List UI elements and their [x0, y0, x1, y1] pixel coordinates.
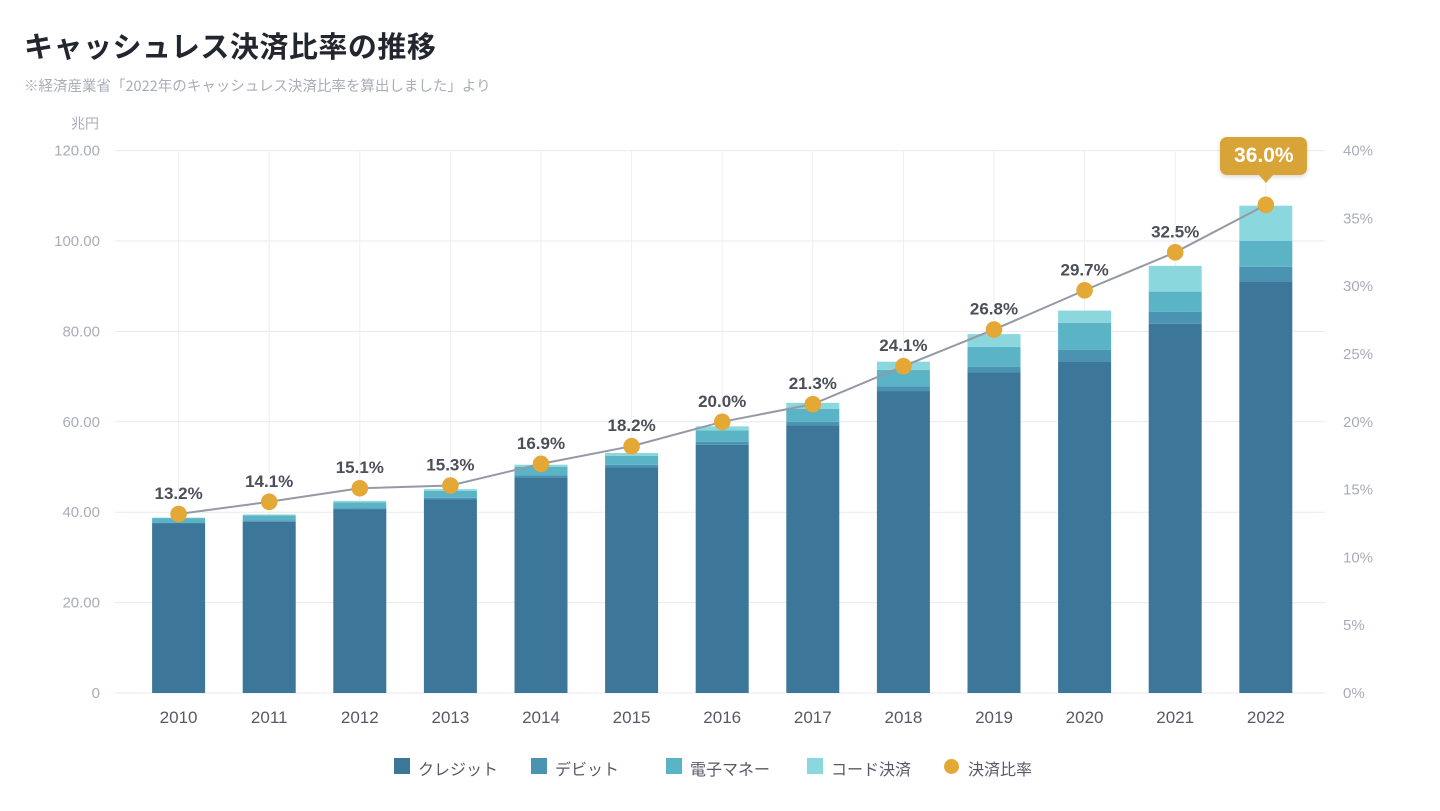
svg-text:16.9%: 16.9%: [517, 434, 565, 453]
svg-text:2015: 2015: [613, 708, 651, 727]
svg-text:2014: 2014: [522, 708, 560, 727]
svg-text:120.00: 120.00: [54, 143, 100, 160]
svg-text:18.2%: 18.2%: [607, 416, 655, 435]
svg-text:35%: 35%: [1343, 210, 1373, 227]
svg-text:100.00: 100.00: [54, 233, 100, 250]
svg-text:40.00: 40.00: [62, 504, 100, 521]
svg-text:2020: 2020: [1066, 708, 1104, 727]
svg-text:2019: 2019: [975, 708, 1013, 727]
svg-text:13.2%: 13.2%: [154, 484, 202, 503]
svg-text:2017: 2017: [794, 708, 832, 727]
svg-text:20.00: 20.00: [62, 595, 100, 612]
svg-text:2010: 2010: [160, 708, 198, 727]
svg-text:0: 0: [92, 685, 100, 702]
svg-text:15.3%: 15.3%: [426, 456, 474, 475]
svg-text:10%: 10%: [1343, 549, 1373, 566]
svg-text:24.1%: 24.1%: [879, 336, 927, 355]
svg-text:5%: 5%: [1343, 617, 1365, 634]
svg-text:2013: 2013: [431, 708, 469, 727]
svg-text:兆円: 兆円: [71, 116, 99, 132]
svg-text:2021: 2021: [1156, 708, 1194, 727]
svg-text:26.8%: 26.8%: [970, 300, 1018, 319]
svg-text:60.00: 60.00: [62, 414, 100, 431]
svg-text:2018: 2018: [884, 708, 922, 727]
svg-text:32.5%: 32.5%: [1151, 222, 1199, 241]
svg-text:29.7%: 29.7%: [1060, 260, 1108, 279]
svg-text:30%: 30%: [1343, 278, 1373, 295]
svg-text:2011: 2011: [251, 708, 288, 727]
svg-text:2016: 2016: [703, 708, 741, 727]
svg-text:40%: 40%: [1343, 143, 1373, 160]
svg-text:2012: 2012: [341, 708, 379, 727]
svg-text:0%: 0%: [1343, 685, 1365, 702]
svg-text:14.1%: 14.1%: [245, 472, 293, 491]
svg-text:80.00: 80.00: [62, 323, 100, 340]
svg-text:15.1%: 15.1%: [336, 458, 384, 477]
svg-text:2022: 2022: [1247, 708, 1285, 727]
svg-text:25%: 25%: [1343, 346, 1373, 363]
svg-text:20%: 20%: [1343, 414, 1373, 431]
svg-text:21.3%: 21.3%: [789, 374, 837, 393]
svg-text:15%: 15%: [1343, 482, 1373, 499]
svg-text:20.0%: 20.0%: [698, 392, 746, 411]
